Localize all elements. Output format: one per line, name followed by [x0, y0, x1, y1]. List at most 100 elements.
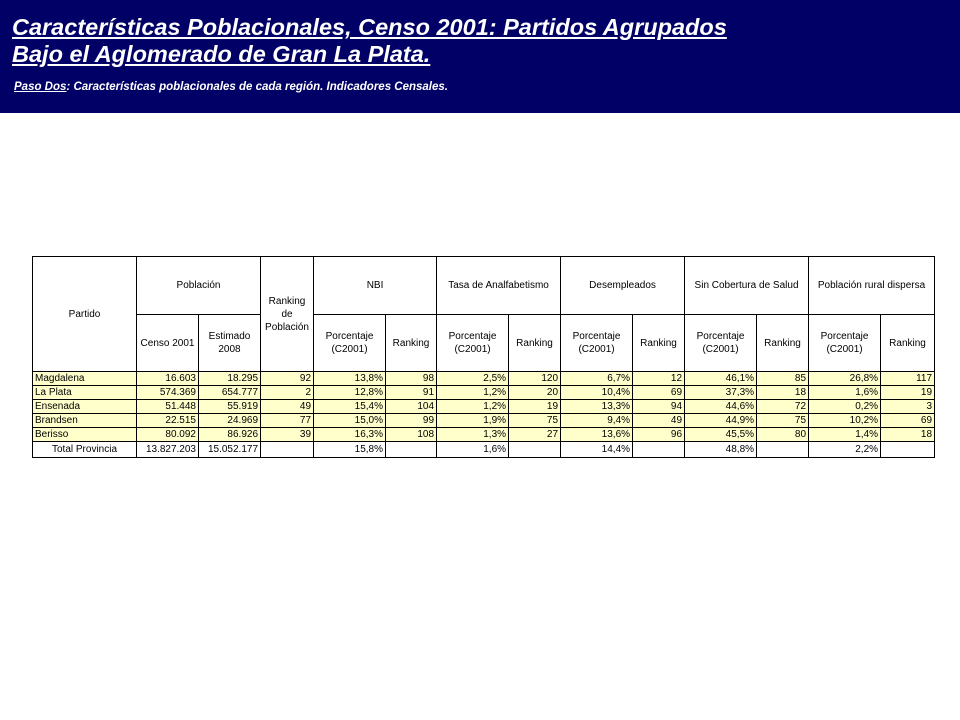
- header-ranking: Ranking: [508, 314, 562, 372]
- cell-desempleados-ranking: 69: [632, 385, 686, 400]
- total-row: Total Provincia 13.827.203 15.052.177 15…: [32, 441, 936, 458]
- header-poblacion: Población: [135, 256, 262, 315]
- cell-censo: 80.092: [136, 427, 199, 442]
- header-censo-2001: Censo 2001: [136, 314, 199, 372]
- table-row: Ensenada 51.448 55.919 49 15,4% 104 1,2%…: [32, 399, 936, 414]
- cell-rural-porcentaje: 10,2%: [808, 413, 882, 428]
- cell-analfabetismo-porcentaje: 2,5%: [436, 371, 510, 386]
- header-sin-cobertura-salud: Sin Cobertura de Salud: [684, 256, 810, 315]
- header-desempleados: Desempleados: [560, 256, 686, 315]
- cell-desempleados-ranking: 12: [632, 371, 686, 386]
- cell-total-censo: 13.827.203: [136, 441, 199, 458]
- cell-analfabetismo-ranking: 19: [508, 399, 562, 414]
- cell-partido: La Plata: [32, 385, 137, 400]
- cell-nbi-ranking: 108: [385, 427, 438, 442]
- cell-salud-porcentaje: 46,1%: [684, 371, 758, 386]
- table-row: Brandsen 22.515 24.969 77 15,0% 99 1,9% …: [32, 413, 936, 428]
- header-porcentaje: Porcentaje (C2001): [808, 314, 882, 372]
- cell-desempleados-ranking: 96: [632, 427, 686, 442]
- page-title: Características Poblacionales, Censo 200…: [12, 14, 942, 68]
- cell-estimado: 86.926: [197, 427, 262, 442]
- cell-nbi-porcentaje: 13,8%: [313, 371, 387, 386]
- cell-rural-ranking: 18: [880, 427, 936, 442]
- step-description: Paso Dos: Características poblacionales …: [14, 81, 448, 93]
- title-banner: Características Poblacionales, Censo 200…: [0, 0, 960, 113]
- cell-ranking-poblacion: 49: [260, 399, 315, 414]
- cell-salud-porcentaje: 45,5%: [684, 427, 758, 442]
- cell-ranking-poblacion: 92: [260, 371, 315, 386]
- cell-nbi-porcentaje: 15,0%: [313, 413, 387, 428]
- header-porcentaje: Porcentaje (C2001): [684, 314, 758, 372]
- cell-partido: Ensenada: [32, 399, 137, 414]
- cell-total-empty: [260, 441, 315, 458]
- cell-total-label: Total Provincia: [32, 441, 137, 458]
- cell-desempleados-ranking: 49: [632, 413, 686, 428]
- header-ranking: Ranking: [385, 314, 438, 372]
- cell-rural-ranking: 3: [880, 399, 936, 414]
- page-title-line2: Bajo el Aglomerado de Gran La Plata.: [12, 41, 431, 67]
- cell-nbi-porcentaje: 15,4%: [313, 399, 387, 414]
- cell-desempleados-porcentaje: 10,4%: [560, 385, 634, 400]
- cell-rural-porcentaje: 1,6%: [808, 385, 882, 400]
- cell-total-empty: [756, 441, 810, 458]
- cell-ranking-poblacion: 2: [260, 385, 315, 400]
- cell-salud-ranking: 18: [756, 385, 810, 400]
- header-estimado-2008: Estimado 2008: [197, 314, 262, 372]
- cell-partido: Berisso: [32, 427, 137, 442]
- cell-nbi-ranking: 99: [385, 413, 438, 428]
- cell-estimado: 18.295: [197, 371, 262, 386]
- cell-desempleados-porcentaje: 6,7%: [560, 371, 634, 386]
- cell-salud-ranking: 80: [756, 427, 810, 442]
- header-porcentaje: Porcentaje (C2001): [436, 314, 510, 372]
- header-partido: Partido: [32, 256, 137, 372]
- cell-censo: 51.448: [136, 399, 199, 414]
- header-porcentaje: Porcentaje (C2001): [560, 314, 634, 372]
- census-indicators-table: Partido Población Ranking de Población N…: [32, 256, 936, 458]
- cell-desempleados-ranking: 94: [632, 399, 686, 414]
- header-ranking: Ranking: [880, 314, 936, 372]
- cell-salud-porcentaje: 37,3%: [684, 385, 758, 400]
- cell-estimado: 24.969: [197, 413, 262, 428]
- header-poblacion-rural: Población rural dispersa: [808, 256, 936, 315]
- cell-analfabetismo-ranking: 27: [508, 427, 562, 442]
- cell-salud-ranking: 75: [756, 413, 810, 428]
- cell-analfabetismo-ranking: 75: [508, 413, 562, 428]
- cell-rural-ranking: 69: [880, 413, 936, 428]
- cell-estimado: 654.777: [197, 385, 262, 400]
- cell-total-desempleados-porcentaje: 14,4%: [560, 441, 634, 458]
- cell-nbi-ranking: 91: [385, 385, 438, 400]
- cell-analfabetismo-porcentaje: 1,9%: [436, 413, 510, 428]
- cell-salud-ranking: 85: [756, 371, 810, 386]
- cell-analfabetismo-porcentaje: 1,2%: [436, 385, 510, 400]
- cell-analfabetismo-porcentaje: 1,3%: [436, 427, 510, 442]
- step-label: Paso Dos: [14, 81, 67, 93]
- cell-nbi-porcentaje: 16,3%: [313, 427, 387, 442]
- cell-salud-ranking: 72: [756, 399, 810, 414]
- header-ranking: Ranking: [756, 314, 810, 372]
- cell-total-empty: [632, 441, 686, 458]
- cell-total-rural-porcentaje: 2,2%: [808, 441, 882, 458]
- cell-partido: Magdalena: [32, 371, 137, 386]
- cell-total-empty: [385, 441, 438, 458]
- cell-ranking-poblacion: 77: [260, 413, 315, 428]
- cell-rural-ranking: 19: [880, 385, 936, 400]
- header-nbi: NBI: [313, 256, 438, 315]
- cell-censo: 574.369: [136, 385, 199, 400]
- cell-total-empty: [880, 441, 936, 458]
- table-row: La Plata 574.369 654.777 2 12,8% 91 1,2%…: [32, 385, 936, 400]
- cell-analfabetismo-porcentaje: 1,2%: [436, 399, 510, 414]
- cell-salud-porcentaje: 44,9%: [684, 413, 758, 428]
- table-row: Berisso 80.092 86.926 39 16,3% 108 1,3% …: [32, 427, 936, 442]
- cell-censo: 22.515: [136, 413, 199, 428]
- cell-desempleados-porcentaje: 9,4%: [560, 413, 634, 428]
- cell-censo: 16.603: [136, 371, 199, 386]
- cell-rural-ranking: 117: [880, 371, 936, 386]
- cell-total-salud-porcentaje: 48,8%: [684, 441, 758, 458]
- cell-total-estimado: 15.052.177: [197, 441, 262, 458]
- cell-total-nbi-porcentaje: 15,8%: [313, 441, 387, 458]
- cell-partido: Brandsen: [32, 413, 137, 428]
- cell-desempleados-porcentaje: 13,6%: [560, 427, 634, 442]
- cell-analfabetismo-ranking: 20: [508, 385, 562, 400]
- cell-analfabetismo-ranking: 120: [508, 371, 562, 386]
- header-analfabetismo: Tasa de Analfabetismo: [436, 256, 562, 315]
